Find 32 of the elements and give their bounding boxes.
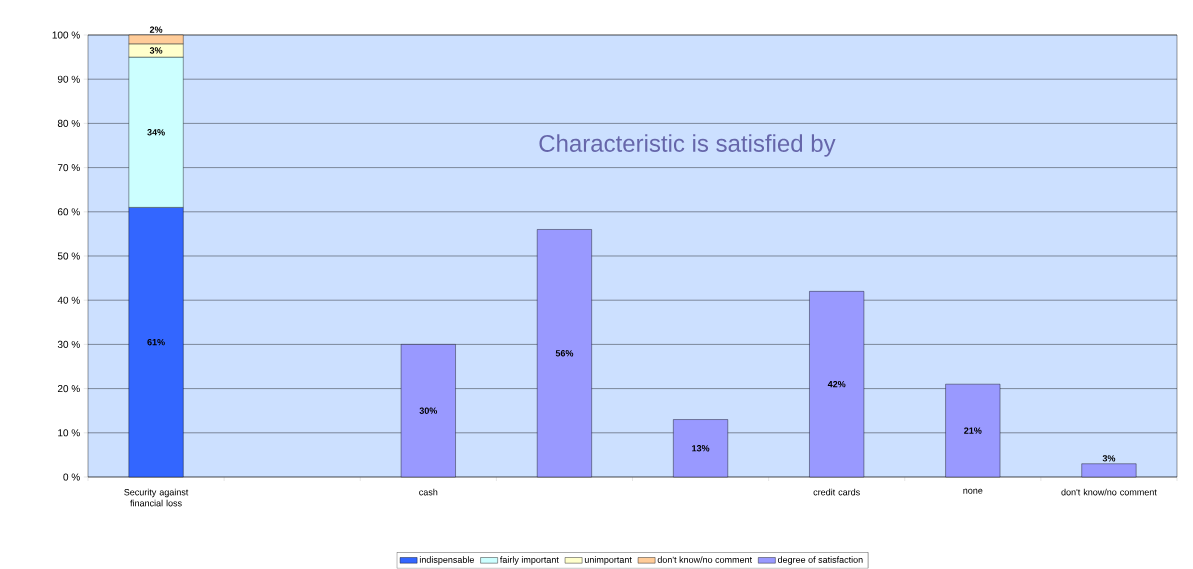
data-label: 56% — [555, 350, 574, 357]
data-label: 21% — [964, 427, 982, 434]
y-tick-label: 50 % — [57, 252, 80, 260]
x-tick-label: don't know/no comment — [1061, 489, 1157, 496]
y-tick-label: 100 % — [52, 31, 80, 39]
annotation: Characteristic is satisfied by — [539, 134, 836, 157]
legend-label: don't know/no comment — [657, 556, 753, 564]
x-tick-label: none — [963, 489, 983, 494]
data-label: 61% — [147, 339, 165, 346]
y-tick-label: 30 % — [57, 341, 80, 349]
legend-label: unimportant — [584, 556, 632, 565]
x-tick-label: cash — [419, 489, 438, 496]
legend-label: fairly important — [499, 556, 559, 565]
y-tick-label: 10 % — [58, 429, 80, 437]
y-tick-label: 90 % — [57, 75, 80, 83]
x-tick-label: credit cards — [813, 489, 860, 496]
legend-label: degree of satisfaction — [777, 556, 863, 565]
y-tick-label: 0 % — [63, 473, 80, 481]
y-tick-label: 80 % — [57, 120, 80, 128]
data-label: 3% — [1102, 455, 1116, 462]
data-label: 2% — [149, 26, 163, 34]
data-label: 42% — [827, 381, 846, 388]
x-tick-label: Security against financial loss — [124, 489, 189, 507]
y-tick-label: 70 % — [57, 164, 80, 172]
data-label: 30% — [419, 407, 438, 415]
y-tick-label: 40 % — [57, 296, 80, 304]
legend-label: indispensable — [419, 556, 474, 565]
y-tick-label: 60 % — [57, 208, 80, 216]
y-tick-label: 20 % — [57, 385, 80, 393]
data-label: 13% — [692, 445, 710, 452]
data-label: 34% — [147, 129, 165, 136]
data-label: 3% — [149, 47, 163, 54]
